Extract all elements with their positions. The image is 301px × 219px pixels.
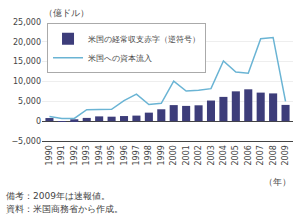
svg-text:1999: 1999 bbox=[157, 145, 166, 165]
svg-text:1995: 1995 bbox=[107, 145, 116, 165]
svg-text:2003: 2003 bbox=[207, 145, 216, 165]
svg-text:2005: 2005 bbox=[231, 145, 240, 165]
svg-text:2007: 2007 bbox=[256, 145, 265, 165]
svg-text:2004: 2004 bbox=[219, 145, 228, 165]
svg-text:1991: 1991 bbox=[57, 145, 66, 165]
svg-text:（億ドル）: （億ドル） bbox=[44, 8, 89, 18]
svg-text:1994: 1994 bbox=[95, 145, 104, 165]
svg-text:1996: 1996 bbox=[120, 145, 129, 165]
svg-text:0: 0 bbox=[36, 117, 41, 126]
svg-text:20,000: 20,000 bbox=[13, 38, 41, 47]
svg-text:米国への資本流入: 米国への資本流入 bbox=[88, 54, 152, 63]
svg-text:米国の経常収支赤字（逆符号）: 米国の経常収支赤字（逆符号） bbox=[88, 35, 200, 44]
svg-text:2006: 2006 bbox=[244, 145, 253, 165]
svg-text:2002: 2002 bbox=[194, 145, 203, 165]
svg-text:1992: 1992 bbox=[70, 145, 79, 165]
svg-text:2008: 2008 bbox=[269, 145, 278, 165]
svg-text:1997: 1997 bbox=[132, 145, 141, 165]
svg-text:資料：米国商務省から作成。: 資料：米国商務省から作成。 bbox=[6, 204, 123, 214]
svg-text:2001: 2001 bbox=[182, 145, 191, 165]
svg-text:1993: 1993 bbox=[82, 145, 91, 165]
svg-text:2000: 2000 bbox=[169, 145, 178, 165]
svg-text:−5,000: −5,000 bbox=[11, 137, 41, 146]
svg-text:25,000: 25,000 bbox=[13, 18, 41, 27]
svg-text:1998: 1998 bbox=[144, 145, 153, 165]
svg-text:15,000: 15,000 bbox=[13, 57, 41, 66]
svg-text:（年）: （年） bbox=[264, 177, 291, 187]
svg-text:備考：2009年は速報値。: 備考：2009年は速報値。 bbox=[6, 191, 110, 201]
svg-text:1990: 1990 bbox=[45, 145, 54, 165]
svg-text:10,000: 10,000 bbox=[13, 77, 41, 86]
svg-text:2009: 2009 bbox=[281, 145, 290, 165]
svg-text:5,000: 5,000 bbox=[18, 97, 41, 106]
